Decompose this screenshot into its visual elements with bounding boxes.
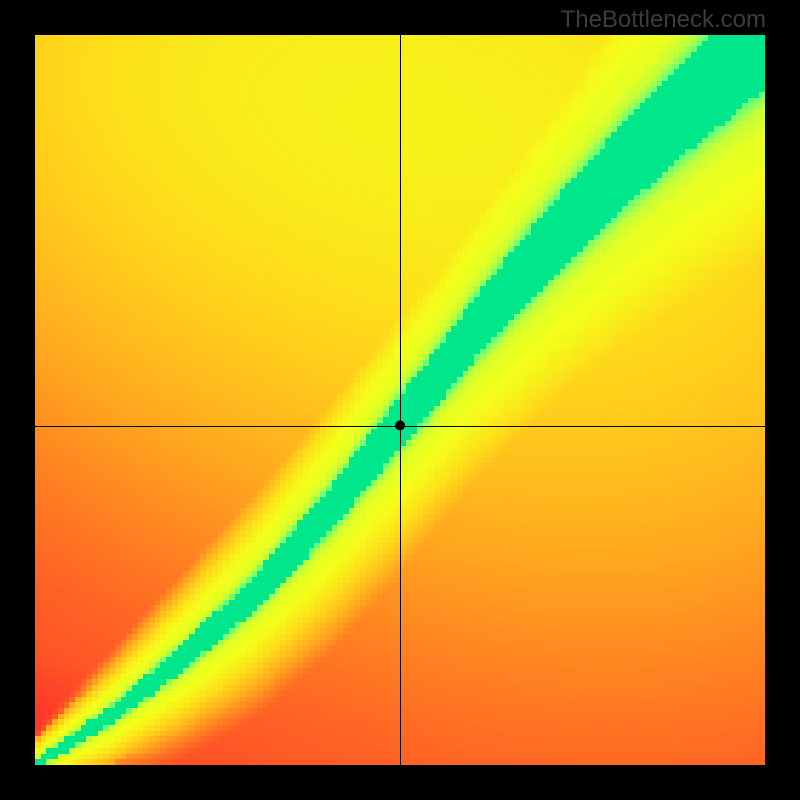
watermark-text: TheBottleneck.com	[561, 6, 766, 34]
heatmap-plot	[35, 35, 765, 765]
heatmap-canvas	[35, 35, 765, 765]
